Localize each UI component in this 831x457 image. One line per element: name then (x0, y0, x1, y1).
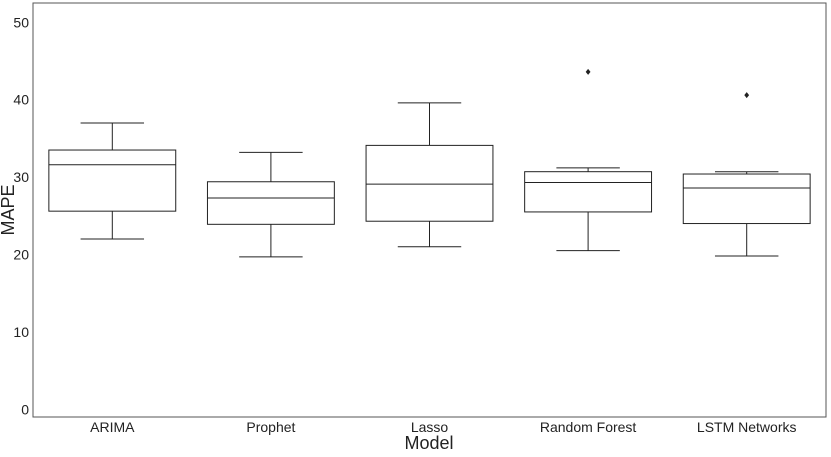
box-iqr (524, 171, 653, 213)
x-tick-label: LSTM Networks (697, 419, 797, 435)
box-iqr (48, 149, 177, 212)
outlier-point (744, 92, 750, 99)
plot-area-frame (32, 2, 827, 418)
x-tick-label: Prophet (246, 419, 295, 435)
x-tick-label: Lasso (411, 419, 449, 435)
box-prophet (206, 151, 335, 258)
box-series (48, 68, 811, 258)
y-tick-label: 50 (13, 14, 29, 30)
box-iqr (682, 173, 811, 225)
box-arima (48, 122, 177, 240)
y-tick-label: 30 (13, 169, 29, 185)
y-tick-label: 20 (13, 246, 29, 262)
x-axis-ticks: ARIMA Prophet Lasso Random Forest LSTM Netwo… (90, 419, 796, 435)
y-tick-label: 10 (13, 324, 29, 340)
y-tick-label: 0 (21, 401, 29, 417)
y-axis-ticks: 0 10 20 30 40 50 (13, 14, 29, 417)
box-lasso (365, 102, 494, 248)
outlier-point (585, 68, 591, 75)
box-iqr (365, 144, 494, 222)
box-lstm-networks (682, 92, 811, 257)
y-axis-title: MAPE (0, 184, 18, 235)
y-tick-label: 40 (13, 92, 29, 108)
x-tick-label: ARIMA (90, 419, 135, 435)
box-iqr (206, 181, 335, 225)
box-random-forest (524, 68, 653, 252)
x-axis-title: Model (404, 433, 453, 453)
x-tick-label: Random Forest (540, 419, 637, 435)
